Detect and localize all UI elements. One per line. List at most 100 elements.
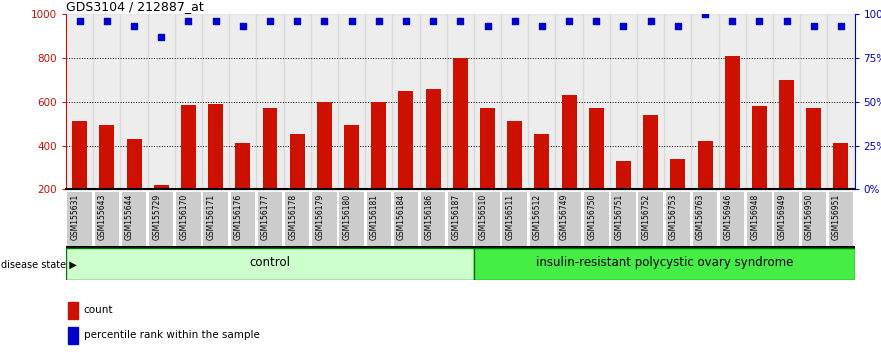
Point	[752, 18, 766, 24]
Text: GSM156170: GSM156170	[180, 194, 189, 240]
Bar	[447, 14, 474, 189]
Bar	[719, 14, 746, 189]
Text: GSM155643: GSM155643	[98, 194, 107, 240]
Bar	[610, 14, 637, 189]
Bar	[263, 108, 278, 189]
Point	[236, 24, 250, 29]
Text: GSM156951: GSM156951	[832, 194, 841, 240]
FancyBboxPatch shape	[475, 192, 500, 246]
Bar	[419, 14, 447, 189]
Text: GSM156753: GSM156753	[669, 194, 677, 240]
Bar	[127, 139, 142, 189]
Text: GSM156180: GSM156180	[343, 194, 352, 240]
Text: GDS3104 / 212887_at: GDS3104 / 212887_at	[66, 0, 204, 13]
Bar	[698, 141, 713, 189]
Point	[317, 18, 331, 24]
Point	[127, 24, 141, 29]
Bar	[311, 14, 338, 189]
Bar	[284, 14, 311, 189]
Point	[670, 24, 685, 29]
Bar	[317, 102, 332, 189]
FancyBboxPatch shape	[122, 192, 146, 246]
Bar	[692, 14, 719, 189]
Bar	[474, 14, 501, 189]
Bar	[480, 108, 495, 189]
FancyBboxPatch shape	[611, 192, 636, 246]
Text: GSM156749: GSM156749	[560, 194, 569, 240]
Text: GSM155729: GSM155729	[152, 194, 161, 240]
Bar	[535, 133, 550, 189]
Point	[453, 18, 467, 24]
FancyBboxPatch shape	[394, 192, 418, 246]
Bar	[66, 14, 93, 189]
Bar	[371, 102, 386, 189]
FancyBboxPatch shape	[666, 192, 690, 246]
Bar	[290, 133, 305, 189]
Text: GSM155644: GSM155644	[125, 194, 134, 240]
Point	[698, 11, 712, 17]
Bar	[202, 14, 229, 189]
Bar	[365, 14, 392, 189]
Bar	[773, 14, 800, 189]
Text: percentile rank within the sample: percentile rank within the sample	[84, 330, 260, 340]
Text: GSM156950: GSM156950	[804, 194, 814, 240]
FancyBboxPatch shape	[474, 248, 855, 280]
FancyBboxPatch shape	[720, 192, 744, 246]
FancyBboxPatch shape	[529, 192, 554, 246]
Bar	[392, 14, 419, 189]
FancyBboxPatch shape	[448, 192, 472, 246]
FancyBboxPatch shape	[68, 192, 92, 246]
Point	[399, 18, 413, 24]
Text: GSM156181: GSM156181	[370, 194, 379, 240]
Point	[589, 18, 603, 24]
Text: GSM156186: GSM156186	[424, 194, 433, 240]
Point	[181, 18, 196, 24]
Text: GSM156948: GSM156948	[751, 194, 759, 240]
Text: insulin-resistant polycystic ovary syndrome: insulin-resistant polycystic ovary syndr…	[536, 256, 793, 269]
Bar	[501, 14, 529, 189]
Bar	[746, 14, 773, 189]
FancyBboxPatch shape	[829, 192, 853, 246]
Bar	[643, 115, 658, 189]
Text: count: count	[84, 305, 113, 315]
Text: GSM156511: GSM156511	[506, 194, 515, 240]
Text: disease state ▶: disease state ▶	[1, 259, 77, 269]
Point	[290, 18, 304, 24]
Text: GSM156171: GSM156171	[207, 194, 216, 240]
Point	[72, 18, 86, 24]
FancyBboxPatch shape	[502, 192, 527, 246]
FancyBboxPatch shape	[94, 192, 119, 246]
Text: control: control	[249, 256, 291, 269]
FancyBboxPatch shape	[231, 192, 255, 246]
Bar	[556, 14, 582, 189]
Bar	[154, 185, 169, 189]
Bar	[174, 14, 202, 189]
Text: GSM156510: GSM156510	[478, 194, 487, 240]
Text: GSM156178: GSM156178	[288, 194, 297, 240]
Bar	[453, 58, 468, 189]
Point	[100, 18, 114, 24]
FancyBboxPatch shape	[747, 192, 772, 246]
Text: GSM156512: GSM156512	[533, 194, 542, 240]
FancyBboxPatch shape	[285, 192, 309, 246]
FancyBboxPatch shape	[802, 192, 826, 246]
Bar	[100, 125, 115, 189]
Bar	[208, 104, 223, 189]
Point	[780, 18, 794, 24]
Bar	[69, 327, 78, 344]
Bar	[507, 121, 522, 189]
Point	[480, 24, 494, 29]
Bar	[637, 14, 664, 189]
Text: GSM156750: GSM156750	[588, 194, 596, 240]
Bar	[670, 159, 685, 189]
Bar	[338, 14, 365, 189]
Text: GSM156184: GSM156184	[397, 194, 406, 240]
FancyBboxPatch shape	[176, 192, 201, 246]
Bar	[800, 14, 827, 189]
Text: GSM156751: GSM156751	[614, 194, 624, 240]
Point	[644, 18, 658, 24]
Bar	[72, 121, 87, 189]
Point	[209, 18, 223, 24]
Bar	[69, 302, 78, 319]
Bar	[229, 14, 256, 189]
